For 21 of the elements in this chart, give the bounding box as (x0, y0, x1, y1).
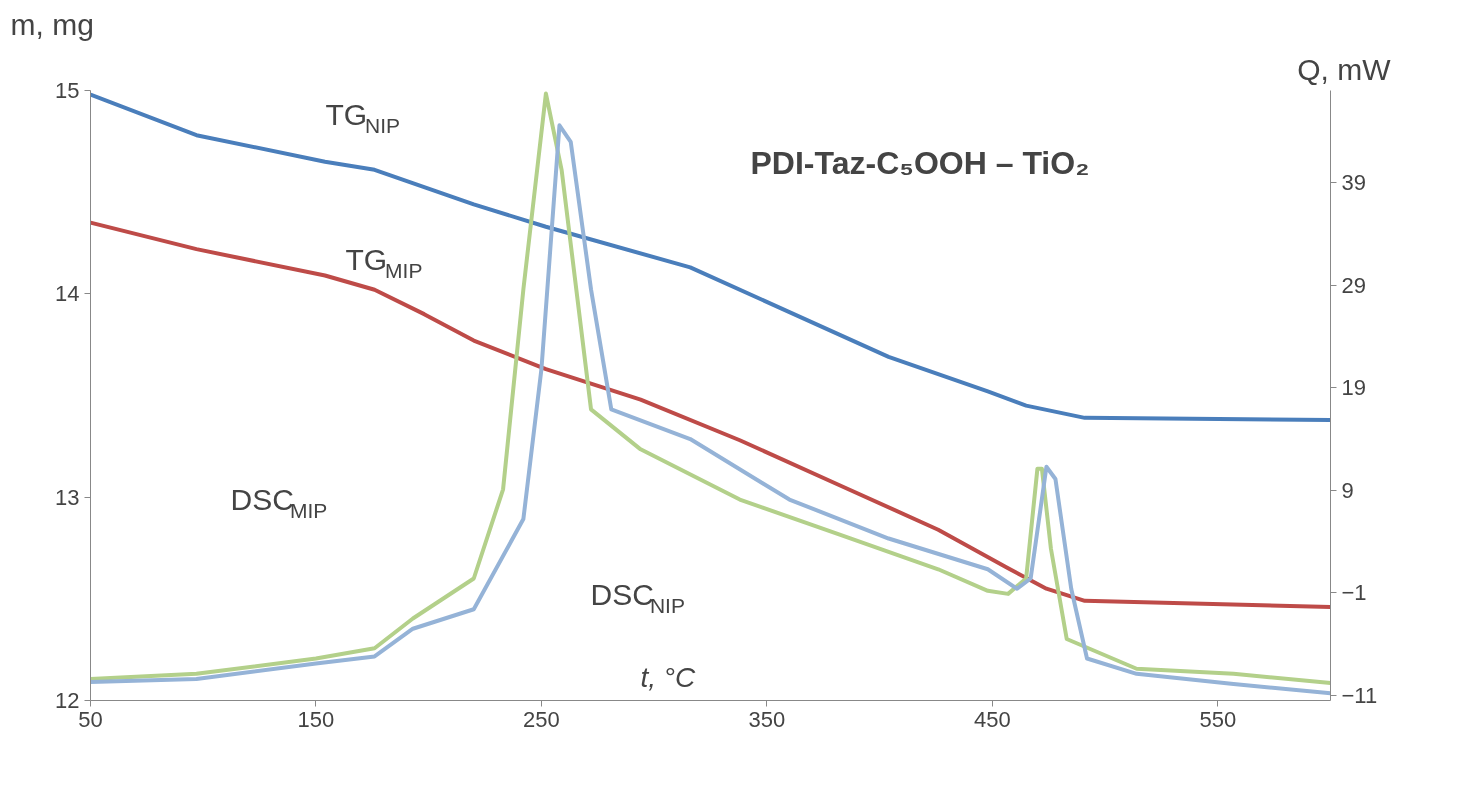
x-tick-label: 350 (748, 706, 786, 732)
y2-tick-label: −11 (1341, 682, 1378, 708)
y-axis-title: m, mg (10, 7, 94, 41)
y2-tick-label: 19 (1341, 375, 1366, 401)
x-tick-label: 450 (973, 706, 1011, 732)
y-tick-label: 12 (55, 688, 80, 713)
text: PDI-Taz-C₅OOH – TiO₂ (750, 144, 1090, 181)
y-tick-label: 15 (55, 78, 80, 103)
x-tick-label: 250 (523, 706, 560, 732)
y2-tick-label: 39 (1341, 170, 1366, 196)
y-tick-label: 13 (55, 484, 80, 510)
line-series (90, 92, 1331, 422)
x-tick-label: 50 (78, 706, 103, 732)
y2-tick-label: −1 (1341, 580, 1367, 606)
x-tick-label: 550 (1199, 706, 1237, 732)
x-tick-label: 150 (297, 706, 335, 732)
y-tick-label: 14 (55, 281, 80, 307)
x-axis-title: t, °C (640, 661, 697, 693)
y2-tick-label: 29 (1341, 272, 1366, 298)
y2-axis-title: Q, mW (1297, 52, 1392, 86)
y2-tick-label: 9 (1341, 477, 1354, 503)
